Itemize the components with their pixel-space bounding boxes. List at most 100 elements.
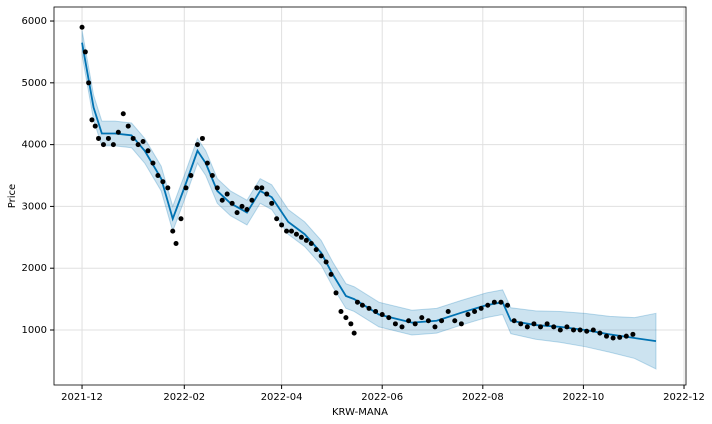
data-point [458, 321, 464, 327]
data-point [229, 200, 235, 206]
data-point [298, 234, 304, 240]
data-point [623, 333, 629, 339]
data-point [194, 142, 200, 148]
x-tick-label: 2022-02 [163, 392, 205, 403]
data-point [293, 231, 299, 237]
data-point [551, 324, 557, 330]
data-point [338, 308, 344, 314]
data-point [491, 299, 497, 305]
data-point [610, 335, 616, 341]
data-point [244, 207, 250, 213]
data-point [485, 302, 491, 308]
data-point [432, 324, 438, 330]
data-point [150, 160, 156, 166]
data-point [173, 240, 179, 246]
data-point [86, 80, 92, 86]
data-point [354, 299, 360, 305]
data-point [328, 271, 334, 277]
data-point [373, 308, 379, 314]
data-point [452, 318, 458, 324]
data-point [89, 117, 95, 123]
data-point [584, 328, 590, 334]
data-point [538, 324, 544, 330]
data-point [303, 237, 309, 243]
data-point [412, 321, 418, 327]
data-point [96, 135, 102, 141]
data-point [406, 318, 412, 324]
data-point [313, 247, 319, 253]
data-point [439, 318, 445, 324]
data-point [82, 49, 88, 55]
data-point [465, 312, 471, 318]
data-point [160, 179, 166, 185]
data-point [92, 123, 98, 129]
data-point [279, 222, 285, 228]
data-point [366, 305, 372, 311]
data-point [399, 324, 405, 330]
data-point [209, 173, 215, 179]
x-tick-label: 2022-10 [563, 392, 605, 403]
data-point [478, 305, 484, 311]
data-point [557, 327, 563, 333]
data-point [386, 315, 392, 321]
data-point [564, 324, 570, 330]
data-point [518, 321, 524, 327]
data-point [617, 334, 623, 340]
data-point [239, 203, 245, 209]
data-point [110, 142, 116, 148]
data-point [472, 308, 478, 314]
data-point [135, 142, 141, 148]
data-point [351, 330, 357, 336]
data-point [392, 321, 398, 327]
data-point [249, 197, 255, 203]
data-point [604, 333, 610, 339]
data-point [140, 139, 146, 145]
data-point [165, 185, 171, 191]
data-point [183, 185, 189, 191]
data-point [79, 24, 85, 30]
data-point [214, 185, 220, 191]
data-point [425, 318, 431, 324]
x-tick-label: 2022-08 [462, 392, 504, 403]
data-point [498, 299, 504, 305]
data-point [259, 185, 265, 191]
data-point [115, 129, 121, 135]
data-point [234, 210, 240, 216]
data-point [269, 200, 275, 206]
data-point [630, 331, 636, 337]
data-point [343, 315, 349, 321]
data-point [379, 312, 385, 318]
data-point [254, 185, 260, 191]
data-point [170, 228, 176, 234]
data-point [120, 111, 126, 117]
x-tick-label: 2021-12 [61, 392, 103, 403]
data-point [511, 318, 517, 324]
data-point [531, 321, 537, 327]
data-point [178, 216, 184, 222]
data-point [419, 315, 425, 321]
plot-frame [53, 6, 687, 386]
data-point [224, 191, 230, 197]
data-point [100, 142, 106, 148]
data-point [188, 173, 194, 179]
data-point [125, 123, 131, 129]
x-tick-label: 2022-06 [361, 392, 403, 403]
data-point [264, 191, 270, 197]
y-tick-label: 4000 [22, 140, 47, 151]
data-point [308, 240, 314, 246]
data-point [219, 197, 225, 203]
data-point [597, 330, 603, 336]
data-point [318, 253, 324, 259]
y-tick-label: 5000 [22, 78, 47, 89]
data-point [155, 173, 161, 179]
data-point [590, 327, 596, 333]
x-tick-label: 2022-04 [261, 392, 303, 403]
data-point [359, 302, 365, 308]
y-tick-label: 3000 [22, 201, 47, 212]
data-point [130, 135, 136, 141]
data-point [524, 324, 530, 330]
y-tick-label: 1000 [22, 325, 47, 336]
data-point [333, 290, 339, 296]
y-axis-label: Price [7, 184, 18, 208]
